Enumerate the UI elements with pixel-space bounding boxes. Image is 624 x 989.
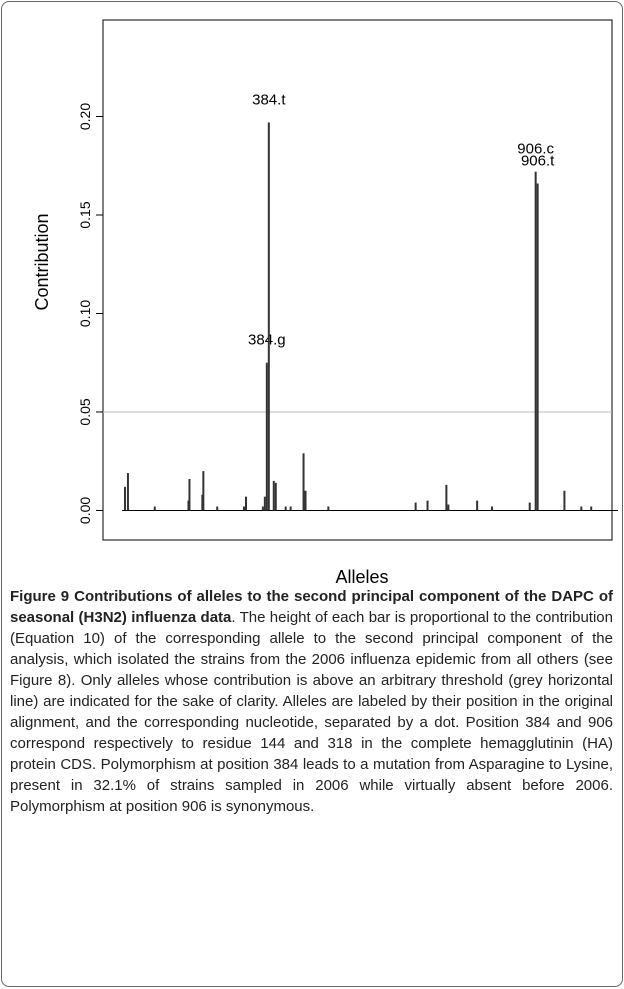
bar bbox=[267, 122, 270, 511]
bar bbox=[590, 506, 593, 511]
bar bbox=[580, 506, 583, 511]
bar bbox=[153, 506, 156, 511]
x-axis-label: Alleles bbox=[335, 567, 388, 587]
bar bbox=[126, 473, 129, 511]
y-tick-label: 0.20 bbox=[77, 103, 93, 130]
y-tick-label: 0.05 bbox=[77, 398, 93, 425]
bar bbox=[245, 496, 247, 511]
bar bbox=[528, 502, 531, 511]
bar bbox=[536, 183, 539, 511]
bar bbox=[289, 506, 292, 511]
bar bbox=[445, 484, 448, 511]
bar bbox=[202, 471, 205, 511]
bar bbox=[447, 504, 450, 511]
y-tick-label: 0.00 bbox=[77, 497, 93, 524]
y-tick-label: 0.15 bbox=[77, 201, 93, 228]
caption-text: . The height of each bar is proportional… bbox=[10, 609, 613, 815]
chart: Contribution Alleles 0.00 0.05 0.10 0.15 0.2… bbox=[32, 19, 618, 587]
bar bbox=[476, 500, 479, 511]
bar bbox=[263, 496, 266, 511]
bar bbox=[327, 506, 330, 511]
bar bbox=[261, 506, 264, 511]
bar bbox=[188, 478, 191, 511]
bar bbox=[274, 482, 277, 511]
bar bbox=[414, 502, 417, 511]
bar bbox=[123, 486, 126, 511]
bar bbox=[302, 453, 305, 511]
bar-label: 384.g bbox=[248, 332, 286, 349]
y-tick-label: 0.10 bbox=[77, 300, 93, 327]
bar-label: 906.c bbox=[517, 141, 554, 158]
bar bbox=[534, 171, 537, 511]
caption: Figure 9 Contributions of alleles to the… bbox=[10, 586, 613, 817]
bar bbox=[216, 506, 219, 511]
bar bbox=[426, 500, 429, 511]
bar bbox=[243, 506, 246, 511]
plot-frame bbox=[102, 19, 613, 541]
bar bbox=[272, 480, 275, 511]
bar bbox=[563, 490, 566, 511]
bar bbox=[304, 490, 307, 511]
bar bbox=[265, 362, 268, 511]
y-axis-label: Contribution bbox=[32, 213, 52, 310]
caption-title: Figure 9 Contributions of alleles to the… bbox=[10, 588, 613, 626]
bar bbox=[284, 506, 287, 511]
bar bbox=[491, 506, 494, 511]
bar-label: 384.t bbox=[252, 91, 286, 108]
bar-label: 906.t bbox=[521, 152, 555, 169]
